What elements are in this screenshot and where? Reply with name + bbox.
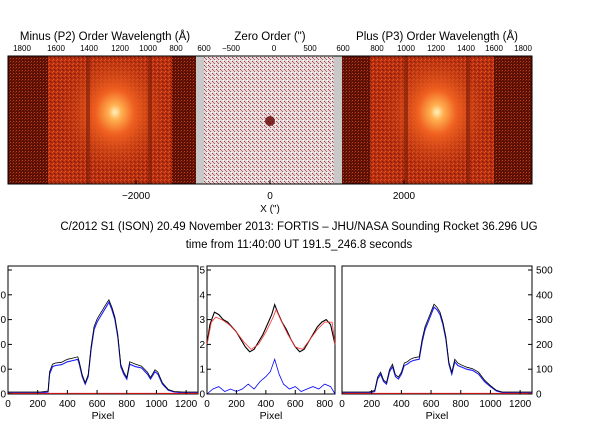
left-spectrum-y-tick-label: 0 <box>0 365 6 376</box>
left-spectrum-series-1 <box>8 298 198 393</box>
right-spectrum-y-tick-label: 200 <box>536 340 553 351</box>
minus-top-tick: 1800 <box>13 44 31 53</box>
zero-order-nucleus <box>265 116 275 126</box>
minus-top-tick: 1400 <box>80 44 98 53</box>
plus-top-tick: 600 <box>336 44 350 53</box>
left-spectrum-x-tick-label: 200 <box>29 399 46 410</box>
right-spectrum-x-tick-label: 1200 <box>509 399 532 410</box>
image-panel-plus <box>342 56 532 184</box>
minus-top-tick: 600 <box>197 44 211 53</box>
middle-spectrum-x-tick-label: 400 <box>258 399 275 410</box>
right-spectrum-x-axis-label: Pixel <box>426 410 449 422</box>
right-spectrum-x-tick-label: 800 <box>452 399 469 410</box>
middle-spectrum-x-tick-label: 0 <box>204 399 210 410</box>
image-x-tick: 2000 <box>393 191 416 202</box>
image-x-tick: 0 <box>267 191 273 202</box>
zero-top-tick: 0 <box>272 44 277 53</box>
left-spectrum-series-0 <box>8 300 198 394</box>
zero-top-tick: −500 <box>222 44 241 53</box>
middle-spectrum-x-tick-label: 200 <box>228 399 245 410</box>
image-panel-minus <box>8 56 204 184</box>
separator-left <box>196 56 204 184</box>
middle-spectrum-y-tick-label: 2 <box>199 340 205 351</box>
minus-top-tick: 1200 <box>111 44 129 53</box>
middle-spectrum-x-tick-label: 600 <box>287 399 304 410</box>
left-spectrum-x-tick-label: 1200 <box>175 399 198 410</box>
zero-order-title: Zero Order (") <box>234 31 305 43</box>
plot-frame-right <box>341 265 533 395</box>
left-spectrum-y-tick-label: 0 <box>0 390 6 401</box>
plot-frame-left <box>7 265 199 395</box>
minus-order-glow <box>60 60 160 176</box>
figure-caption-line2: time from 11:40:00 UT 191.5_246.8 second… <box>185 239 413 251</box>
middle-spectrum-x-axis-label: Pixel <box>260 410 283 422</box>
right-spectrum-series-1 <box>342 303 532 393</box>
plus-order-band-1 <box>404 56 408 184</box>
image-x-tick: −2000 <box>122 191 151 202</box>
middle-spectrum-y-tick-label: 5 <box>199 266 205 277</box>
minus-top-tick: 1600 <box>47 44 65 53</box>
middle-spectrum-series-1 <box>206 308 336 350</box>
right-spectrum-x-tick-label: 400 <box>393 399 410 410</box>
right-spectrum-x-tick-label: 1000 <box>479 399 502 410</box>
right-spectrum-x-tick-label: 600 <box>423 399 440 410</box>
middle-spectrum-y-tick-label: 1 <box>199 365 205 376</box>
left-spectrum-x-axis-label: Pixel <box>92 410 115 422</box>
plus-top-tick: 1800 <box>514 44 532 53</box>
left-spectrum-x-tick-label: 600 <box>89 399 106 410</box>
plus-top-tick: 1600 <box>485 44 503 53</box>
minus-order-band-2 <box>148 56 152 184</box>
left-spectrum-x-tick-label: 1000 <box>145 399 168 410</box>
plus-top-tick: 1200 <box>427 44 445 53</box>
image-x-axis-label: X (") <box>260 204 280 215</box>
right-spectrum-y-tick-label: 500 <box>536 266 553 277</box>
left-spectrum-x-tick-label: 0 <box>5 399 11 410</box>
separator-right <box>334 56 342 184</box>
right-spectrum-y-tick-label: 400 <box>536 290 553 301</box>
plus-top-tick: 1400 <box>457 44 475 53</box>
right-spectrum-y-tick-label: 100 <box>536 365 553 376</box>
image-panel-zero <box>204 56 342 184</box>
plus-top-tick: 1000 <box>397 44 415 53</box>
minus-order-band-1 <box>86 56 90 184</box>
minus-top-tick: 800 <box>169 44 183 53</box>
middle-spectrum-y-tick-label: 3 <box>199 315 205 326</box>
left-spectrum-y-tick-label: 0 <box>0 340 6 351</box>
plus-top-tick: 800 <box>370 44 384 53</box>
left-spectrum-x-tick-label: 800 <box>118 399 135 410</box>
middle-spectrum-series-2 <box>206 358 336 395</box>
minus-top-tick: 1000 <box>139 44 157 53</box>
right-spectrum-x-tick-label: 0 <box>339 399 345 410</box>
middle-spectrum-y-tick-label: 0 <box>199 390 205 401</box>
left-spectrum-x-tick-label: 400 <box>59 399 76 410</box>
zero-top-tick: 500 <box>303 44 317 53</box>
right-spectrum-x-tick-label: 200 <box>363 399 380 410</box>
minus-order-title: Minus (P2) Order Wavelength (Å) <box>20 30 190 43</box>
right-spectrum-y-tick-label: 300 <box>536 315 553 326</box>
right-spectrum-series-0 <box>342 306 532 394</box>
middle-spectrum-series-0 <box>206 303 336 353</box>
middle-spectrum-y-tick-label: 4 <box>199 290 205 301</box>
plot-frame-middle <box>206 265 336 395</box>
plus-order-band-2 <box>466 56 470 184</box>
middle-spectrum-x-tick-label: 800 <box>316 399 333 410</box>
right-spectrum-y-tick-label: 0 <box>536 390 542 401</box>
left-spectrum-y-tick-label: 0 <box>0 315 6 326</box>
left-spectrum-y-tick-label: 0 <box>0 290 6 301</box>
figure-caption-line1: C/2012 S1 (ISON) 20.49 November 2013: FO… <box>60 221 538 233</box>
plus-order-glow <box>382 60 482 176</box>
plus-order-title: Plus (P3) Order Wavelength (Å) <box>356 30 518 43</box>
